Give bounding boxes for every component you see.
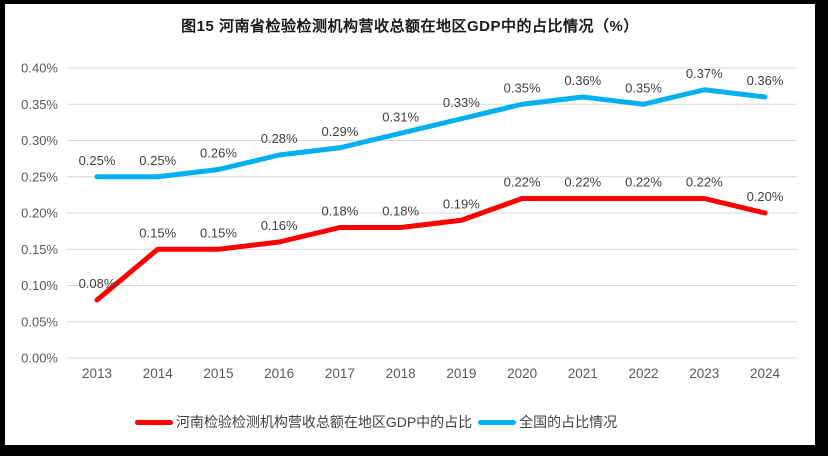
data-label: 0.31% [382,109,419,124]
y-axis-tick-label: 0.15% [21,242,58,257]
y-axis-tick-label: 0.00% [21,351,58,366]
line-chart-plot: 0.00% 0.05% 0.10% 0.15% 0.20% 0.25% 0.30% 0.35%… [21,61,797,381]
y-axis-tick-label: 0.05% [21,314,58,329]
series-line-0 [94,196,768,303]
data-label: 0.26% [200,146,237,161]
data-label: 0.22% [625,175,662,190]
x-axis-tick-label: 2024 [750,366,781,381]
series-line-1 [94,87,768,180]
x-axis-tick-label: 2019 [446,366,476,381]
x-axis-tick-label: 2014 [143,366,174,381]
y-axis-tick-label: 0.30% [21,133,58,148]
x-axis-tick-label: 2023 [689,366,719,381]
data-label: 0.29% [321,124,358,139]
data-label: 0.35% [504,80,541,95]
y-axis-tick-label: 0.20% [21,206,58,221]
x-axis-tick-label: 2022 [629,366,659,381]
legend-label-henan: 河南检验检测机构营收总额在地区GDP中的占比 [175,414,473,430]
x-axis-tick-label: 2015 [203,366,233,381]
data-label: 0.15% [139,225,176,240]
data-label: 0.08% [79,276,116,291]
x-axis-tick-label: 2016 [264,366,294,381]
data-label: 0.22% [564,175,601,190]
data-label: 0.25% [79,153,116,168]
legend-swatch-henan [134,419,173,425]
data-label: 0.18% [382,204,419,219]
data-label: 0.35% [625,80,662,95]
legend-swatch-national [478,419,517,425]
data-label: 0.20% [747,189,784,204]
y-axis-tick-label: 0.35% [21,97,58,112]
x-axis-tick-label: 2018 [386,366,416,381]
data-label: 0.25% [139,153,176,168]
data-label: 0.33% [443,95,480,110]
data-label: 0.15% [200,225,237,240]
data-label: 0.36% [564,73,601,88]
chart-title: 图15 河南省检验检测机构营收总额在地区GDP中的占比情况（%） [181,18,639,35]
chart-canvas: 图15 河南省检验检测机构营收总额在地区GDP中的占比情况（%） 0.00% 0.… [5,4,815,445]
y-axis-tick-label: 0.10% [21,278,58,293]
x-axis-tick-label: 2017 [325,366,355,381]
data-label: 0.28% [261,131,298,146]
x-axis-tick-label: 2020 [507,366,537,381]
y-axis-tick-label: 0.40% [21,61,58,76]
x-axis-tick-label: 2021 [568,366,598,381]
data-label: 0.36% [747,73,784,88]
data-label: 0.16% [261,218,298,233]
data-label: 0.19% [443,196,480,211]
data-label: 0.37% [686,66,723,81]
x-axis-tick-label: 2013 [82,366,112,381]
legend-item-henan: 河南检验检测机构营收总额在地区GDP中的占比 [134,412,473,432]
legend-label-national: 全国的占比情况 [519,414,618,430]
data-label: 0.22% [504,175,541,190]
legend-item-national: 全国的占比情况 [478,412,617,432]
data-label: 0.18% [321,204,358,219]
y-axis-tick-label: 0.25% [21,169,58,184]
legend: 河南检验检测机构营收总额在地区GDP中的占比 全国的占比情况 [0,412,781,432]
data-label: 0.22% [686,175,723,190]
